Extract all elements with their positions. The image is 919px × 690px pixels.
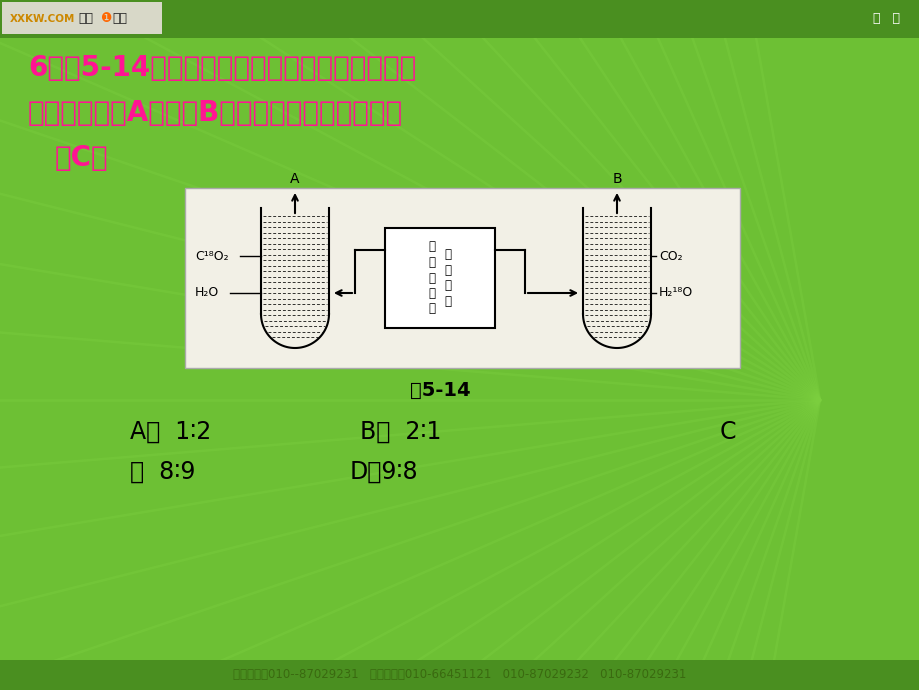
Text: 名师: 名师	[78, 12, 93, 26]
Text: H₂¹⁸O: H₂¹⁸O	[658, 286, 693, 299]
Text: A．  1∶2: A． 1∶2	[130, 420, 211, 444]
Bar	[0, 660, 919, 690]
Text: 课堂: 课堂	[112, 12, 127, 26]
Bar	[0, 0, 919, 38]
Text: D．9∶8: D．9∶8	[349, 460, 418, 484]
Text: 图5-14: 图5-14	[409, 380, 470, 400]
Text: 球
藻
悬
液
小: 球 藻 悬 液 小	[428, 241, 435, 315]
Text: C: C	[720, 420, 736, 444]
Text: 6．图5-14是利用小球藻进行光合作用时的实验: 6．图5-14是利用小球藻进行光合作用时的实验	[28, 54, 415, 82]
Text: 示意图，图中A物质和B物质的相对分子质量之比: 示意图，图中A物质和B物质的相对分子质量之比	[28, 99, 403, 127]
Text: 容   易: 容 易	[872, 12, 899, 26]
Text: 网校热线：010--87029231   技术支持：010-66451121   010-87029232   010-87029231: 网校热线：010--87029231 技术支持：010-66451121 010…	[233, 669, 686, 682]
Text: B．  2∶1: B． 2∶1	[359, 420, 441, 444]
Text: （C）: （C）	[55, 144, 108, 172]
Text: H₂O: H₂O	[195, 286, 219, 299]
Bar	[2, 2, 162, 34]
Text: XXKW.COM: XXKW.COM	[10, 14, 75, 24]
Bar	[384, 228, 494, 328]
Text: C¹⁸O₂: C¹⁸O₂	[195, 250, 229, 262]
Text: A: A	[289, 172, 300, 186]
Text: 光
照
下
的: 光 照 下 的	[444, 248, 451, 308]
Bar	[185, 188, 739, 368]
Text: ．  8∶9: ． 8∶9	[130, 460, 195, 484]
Text: B: B	[611, 172, 621, 186]
Text: ❶: ❶	[100, 12, 111, 26]
Text: CO₂: CO₂	[658, 250, 682, 262]
